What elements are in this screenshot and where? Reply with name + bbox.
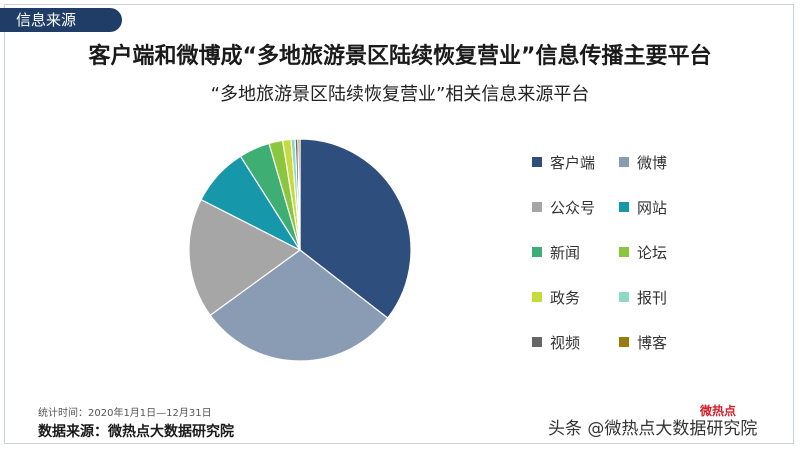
legend-label: 客户端 bbox=[550, 153, 596, 172]
legend-label: 视频 bbox=[550, 333, 581, 352]
legend-label: 新闻 bbox=[550, 243, 581, 262]
legend-item: 博客 bbox=[619, 332, 667, 352]
data-source: 数据来源：微热点大数据研究院 bbox=[38, 424, 234, 440]
legend-item: 微博 bbox=[619, 152, 667, 172]
legend-swatch bbox=[532, 202, 542, 212]
pie-chart bbox=[188, 138, 412, 362]
stat-period-note: 统计时间：2020年1月1日—12月31日 bbox=[38, 408, 212, 419]
legend-item: 论坛 bbox=[619, 242, 667, 262]
main-title: 客户端和微博成“多地旅游景区陆续恢复营业”信息传播主要平台 bbox=[88, 44, 712, 69]
legend-label: 报刊 bbox=[637, 288, 668, 307]
legend-swatch bbox=[619, 247, 629, 257]
legend-label: 博客 bbox=[637, 333, 668, 352]
legend-label: 网站 bbox=[637, 198, 668, 217]
pie-slice-9 bbox=[297, 138, 301, 251]
legend-label: 微博 bbox=[637, 153, 668, 172]
chart-legend: 客户端 微博公众号 网站新闻 论坛政务 报刊视频 博客 bbox=[532, 152, 732, 362]
slide-frame bbox=[4, 4, 794, 444]
legend-swatch bbox=[619, 292, 629, 302]
legend-swatch bbox=[532, 157, 542, 167]
legend-label: 论坛 bbox=[637, 243, 668, 262]
legend-swatch bbox=[619, 157, 629, 167]
section-tag: 信息来源 bbox=[0, 8, 122, 32]
legend-item: 视频 bbox=[532, 332, 580, 352]
legend-swatch bbox=[619, 202, 629, 212]
legend-item: 公众号 bbox=[532, 197, 595, 217]
brand-logo: 微热点 bbox=[700, 404, 737, 418]
legend-item: 报刊 bbox=[619, 287, 667, 307]
legend-label: 公众号 bbox=[550, 198, 596, 217]
legend-swatch bbox=[532, 337, 542, 347]
watermark: 头条 @微热点大数据研究院 bbox=[548, 419, 758, 439]
legend-swatch bbox=[532, 292, 542, 302]
pie-slice-0 bbox=[299, 138, 412, 319]
pie-slice-2 bbox=[188, 198, 302, 317]
chart-title: “多地旅游景区陆续恢复营业”相关信息来源平台 bbox=[210, 84, 590, 105]
legend-item: 新闻 bbox=[532, 242, 580, 262]
legend-swatch bbox=[532, 247, 542, 257]
legend-item: 网站 bbox=[619, 197, 667, 217]
legend-item: 政务 bbox=[532, 287, 580, 307]
legend-swatch bbox=[619, 337, 629, 347]
legend-item: 客户端 bbox=[532, 152, 595, 172]
pie-slice-1 bbox=[209, 249, 389, 362]
legend-label: 政务 bbox=[550, 288, 581, 307]
